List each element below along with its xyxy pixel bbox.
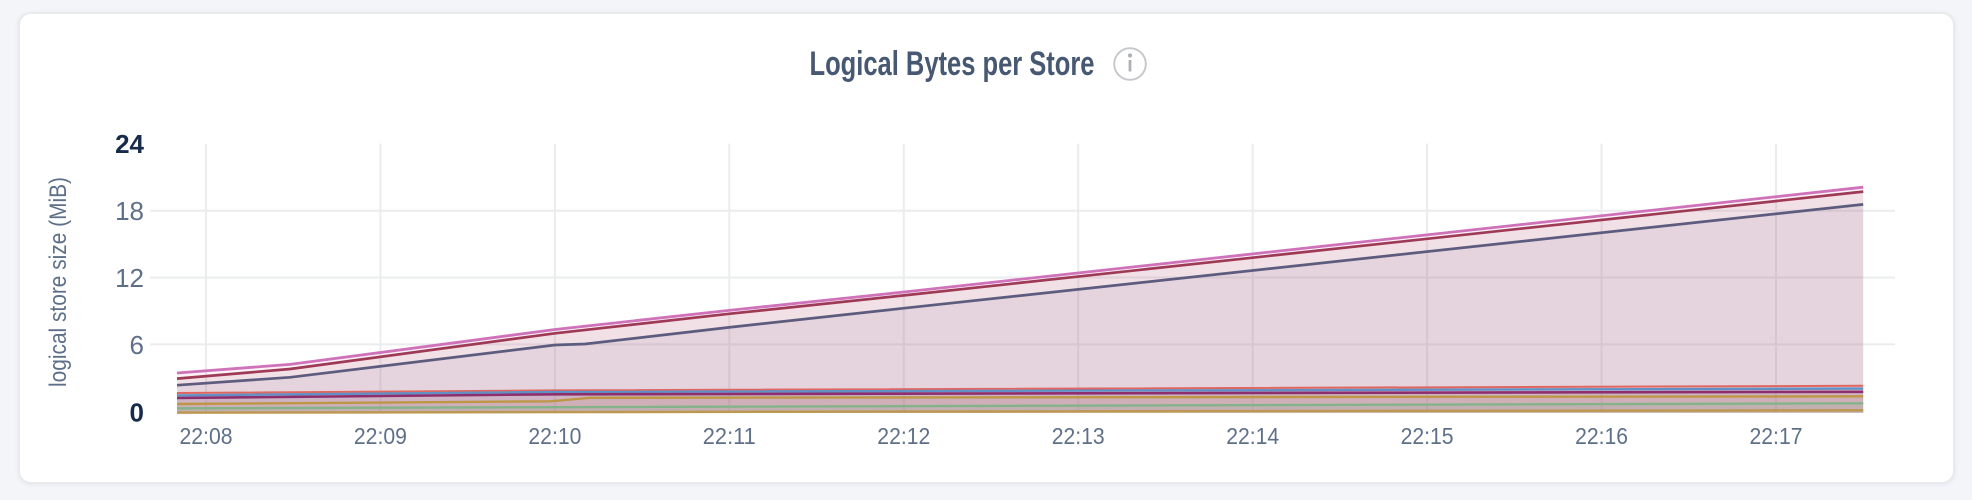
svg-text:22:17: 22:17	[1750, 423, 1803, 449]
svg-text:22:14: 22:14	[1226, 423, 1279, 449]
svg-text:12: 12	[115, 263, 144, 293]
svg-text:Logical Bytes per Store: Logical Bytes per Store	[810, 45, 1095, 83]
svg-text:22:16: 22:16	[1575, 423, 1628, 449]
svg-text:22:08: 22:08	[180, 423, 233, 449]
svg-text:0: 0	[130, 398, 144, 428]
svg-text:18: 18	[115, 196, 144, 226]
svg-text:22:15: 22:15	[1401, 423, 1454, 449]
svg-text:24: 24	[115, 129, 144, 159]
svg-text:22:13: 22:13	[1052, 423, 1105, 449]
svg-text:22:09: 22:09	[354, 423, 407, 449]
svg-text:22:12: 22:12	[877, 423, 930, 449]
svg-text:6: 6	[130, 330, 144, 360]
svg-text:logical store size (MiB): logical store size (MiB)	[45, 177, 72, 387]
svg-text:22:10: 22:10	[528, 423, 581, 449]
svg-text:22:11: 22:11	[703, 423, 756, 449]
